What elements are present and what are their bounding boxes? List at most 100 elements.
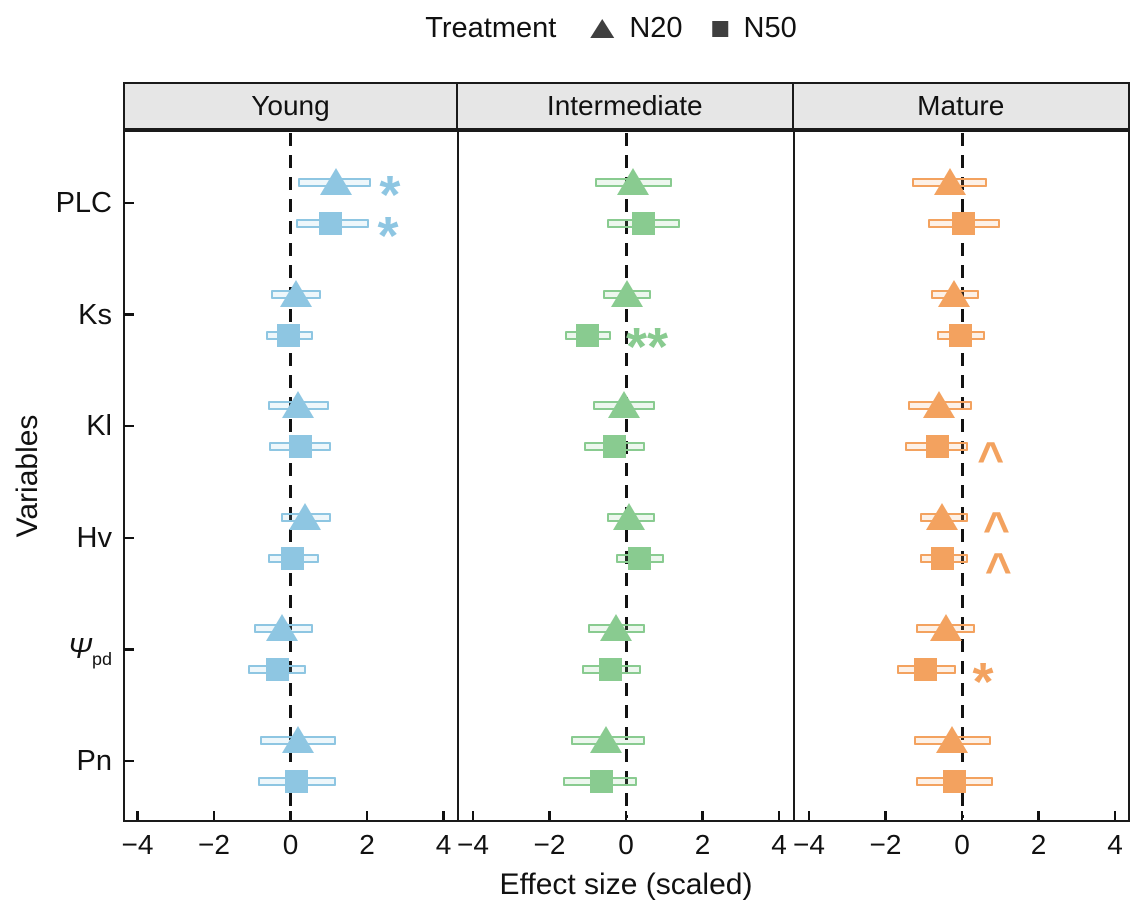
significance-label: * bbox=[377, 205, 399, 266]
significance-label: ** bbox=[626, 317, 669, 378]
treatment-legend: Treatment N20 N50 bbox=[425, 12, 797, 45]
point-marker-square bbox=[931, 546, 955, 570]
legend-items: N20 N50 bbox=[560, 12, 797, 45]
point-marker-triangle bbox=[289, 502, 322, 530]
point-marker-square bbox=[280, 546, 304, 570]
significance-label: * bbox=[379, 164, 401, 225]
y-axis-tick bbox=[124, 759, 134, 763]
significance-label: * bbox=[972, 651, 994, 712]
x-tick-label: 2 bbox=[694, 829, 711, 860]
zero-reference-line bbox=[624, 133, 628, 818]
point-marker-triangle bbox=[613, 502, 646, 530]
point-marker-square bbox=[925, 435, 949, 459]
point-marker-square bbox=[277, 323, 301, 347]
x-axis-tick bbox=[548, 810, 551, 820]
plot-panel-area bbox=[123, 130, 1130, 822]
x-axis-tick bbox=[212, 810, 216, 820]
legend-item-label: N50 bbox=[743, 12, 797, 44]
x-axis-tick bbox=[701, 810, 704, 820]
legend-item-n50: N50 bbox=[712, 12, 797, 45]
point-marker-square bbox=[589, 770, 613, 793]
legend-item-n20: N20 bbox=[590, 12, 683, 45]
point-marker-triangle bbox=[934, 168, 967, 195]
point-marker-square bbox=[948, 323, 972, 347]
x-tick-label: 4 bbox=[1107, 829, 1123, 860]
legend-item-label: N20 bbox=[629, 12, 683, 44]
y-axis-label: Ks bbox=[0, 297, 112, 333]
x-tick-label: 2 bbox=[1030, 829, 1047, 860]
x-axis-tick bbox=[1113, 810, 1117, 820]
point-marker-square bbox=[631, 212, 655, 235]
y-axis-label-text: Hv bbox=[76, 521, 112, 554]
point-marker-square bbox=[603, 435, 627, 459]
facet-strip-intermediate: Intermediate bbox=[455, 82, 794, 130]
y-axis-tick bbox=[124, 648, 134, 651]
x-axis-tick bbox=[442, 810, 445, 820]
point-marker-triangle bbox=[266, 614, 299, 642]
x-tick-label: 4 bbox=[771, 829, 787, 860]
point-marker-triangle bbox=[590, 726, 623, 753]
triangle-icon bbox=[590, 19, 615, 38]
y-axis-label-text: PLC bbox=[55, 187, 112, 219]
point-marker-triangle bbox=[607, 391, 640, 419]
point-marker-triangle bbox=[617, 168, 650, 195]
x-tick-label: 0 bbox=[618, 829, 634, 860]
y-axis-title: Variables bbox=[11, 414, 44, 538]
y-axis-tick bbox=[124, 313, 134, 316]
y-axis-label: PLC bbox=[0, 185, 112, 221]
point-marker-triangle bbox=[599, 614, 632, 642]
x-tick-label: −2 bbox=[198, 829, 230, 860]
x-axis-tick bbox=[960, 810, 964, 820]
significance-label: ^ bbox=[982, 502, 1010, 555]
point-marker-triangle bbox=[937, 279, 970, 307]
y-axis-label: Pn bbox=[0, 743, 112, 779]
x-axis-tick bbox=[289, 810, 292, 820]
point-marker-square bbox=[914, 658, 938, 682]
zero-reference-line bbox=[960, 133, 964, 818]
x-axis-tick bbox=[471, 810, 475, 820]
y-axis-label-text: Ψ bbox=[67, 633, 92, 666]
x-axis-tick bbox=[624, 810, 628, 820]
y-axis-label-text: Ks bbox=[78, 298, 112, 331]
x-axis-tick bbox=[807, 810, 811, 820]
point-marker-triangle bbox=[922, 391, 955, 419]
square-icon bbox=[712, 20, 729, 37]
x-tick-label: −2 bbox=[533, 829, 566, 860]
y-axis-label: Kl bbox=[0, 408, 112, 444]
legend-title: Treatment bbox=[425, 12, 557, 44]
y-axis-label: Hv bbox=[0, 520, 112, 556]
x-axis-tick bbox=[777, 810, 781, 820]
point-marker-triangle bbox=[281, 726, 314, 753]
point-marker-square bbox=[952, 212, 976, 235]
x-tick-label: 4 bbox=[435, 829, 452, 860]
point-marker-square bbox=[288, 435, 312, 459]
point-marker-square bbox=[627, 546, 651, 570]
y-axis-tick bbox=[124, 201, 134, 205]
x-axis-title: Effect size (scaled) bbox=[499, 868, 753, 901]
facet-strip-mature: Mature bbox=[791, 82, 1130, 130]
point-marker-square bbox=[319, 212, 343, 235]
x-axis-tick bbox=[365, 810, 369, 820]
facet-strip-label: Mature bbox=[917, 90, 1005, 121]
zero-reference-line bbox=[289, 133, 292, 818]
y-axis-label-text: Kl bbox=[86, 410, 112, 443]
point-marker-square bbox=[576, 323, 600, 347]
x-tick-label: −4 bbox=[793, 829, 825, 860]
y-axis-label: Ψpd bbox=[0, 631, 112, 669]
significance-label: ^ bbox=[984, 543, 1012, 596]
facet-strip-label: Intermediate bbox=[546, 90, 703, 121]
x-axis-tick bbox=[1037, 810, 1040, 820]
y-axis-tick bbox=[124, 424, 134, 428]
x-tick-label: −4 bbox=[121, 829, 154, 860]
point-marker-triangle bbox=[926, 502, 959, 530]
significance-label: ^ bbox=[977, 431, 1005, 484]
point-marker-triangle bbox=[611, 279, 644, 307]
x-tick-label: −4 bbox=[457, 829, 489, 860]
point-marker-square bbox=[599, 658, 623, 682]
y-axis-label-text: Pn bbox=[76, 745, 112, 777]
point-marker-triangle bbox=[930, 614, 963, 642]
x-axis-tick bbox=[884, 810, 887, 820]
panel-separator bbox=[456, 130, 460, 822]
panel-separator bbox=[792, 130, 796, 822]
point-marker-triangle bbox=[281, 391, 314, 419]
